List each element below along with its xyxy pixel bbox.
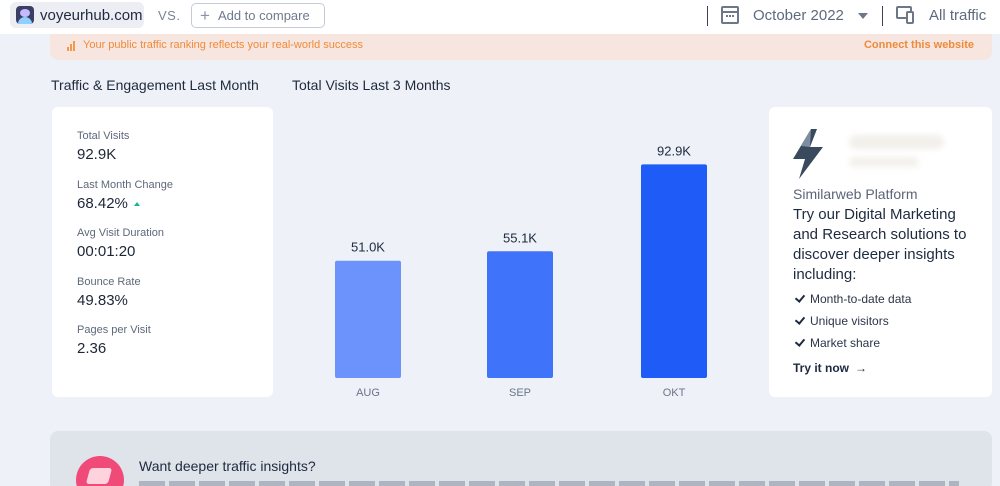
stat-value: 49.83% (77, 292, 128, 309)
blurred-placeholder (849, 135, 944, 149)
vs-label: VS. (158, 8, 181, 23)
stat-value: 68.42% (77, 195, 173, 212)
engagement-card: Total Visits 92.9K Last Month Change 68.… (52, 107, 273, 397)
site-chip[interactable]: voyeurhub.com (10, 2, 144, 28)
promo-feature-list: Month-to-date data Unique visitors Marke… (794, 288, 911, 354)
deeper-insights-subtext (139, 481, 959, 486)
check-icon (794, 335, 806, 347)
stat-label: Bounce Rate (77, 276, 141, 288)
lightning-bolt-icon (793, 129, 823, 179)
stat-value: 92.9K (77, 146, 117, 163)
stat-label: Last Month Change (77, 179, 174, 191)
data-label-sep: 55.1K (503, 230, 537, 245)
list-item: Market share (794, 332, 911, 354)
stat-value: 00:01:20 (77, 243, 136, 260)
devices-icon (896, 6, 916, 24)
total-visits-chart: 51.0K AUG 55.1K SEP 92.9K OKT (335, 143, 707, 399)
bar-okt[interactable] (641, 164, 707, 378)
check-icon (794, 291, 806, 303)
traffic-selector[interactable]: All traffic (929, 7, 987, 24)
x-tick-label-okt: OKT (663, 387, 686, 399)
blurred-placeholder (849, 157, 919, 167)
date-selector[interactable]: October 2022 (753, 7, 844, 24)
data-label-okt: 92.9K (657, 143, 691, 158)
engagement-title: Traffic & Engagement Last Month (51, 77, 259, 93)
deeper-insights-card: Want deeper traffic insights? (50, 431, 992, 486)
divider (882, 6, 883, 26)
x-tick-label-aug: AUG (356, 387, 380, 399)
plus-icon: + (200, 6, 210, 25)
stat-label: Pages per Visit (77, 324, 151, 336)
add-to-compare-button[interactable]: + Add to compare (191, 3, 325, 28)
bar-chart-icon (67, 41, 77, 51)
bar-aug[interactable] (335, 260, 401, 378)
connect-website-link[interactable]: Connect this website (863, 39, 974, 51)
top-bar: voyeurhub.com VS. + Add to compare Octob… (0, 0, 1000, 34)
stat-pages-per-visit: Pages per Visit 2.36 (77, 324, 151, 357)
stat-value: 2.36 (77, 340, 107, 357)
site-name: voyeurhub.com (40, 6, 143, 24)
stat-avg-visit-duration: Avg Visit Duration 00:01:20 (77, 227, 164, 260)
add-to-compare-label: Add to compare (217, 8, 310, 23)
deeper-insights-title: Want deeper traffic insights? (139, 458, 316, 474)
trend-up-icon (133, 201, 140, 206)
stat-total-visits: Total Visits 92.9K (77, 130, 129, 163)
banner-text: Your public traffic ranking reflects you… (83, 39, 364, 51)
chevron-down-icon[interactable] (858, 13, 868, 19)
divider (707, 6, 708, 26)
promo-platform-label: Similarweb Platform (793, 186, 918, 202)
promo-headline: Try our Digital Marketing and Research s… (793, 206, 967, 283)
bar-sep[interactable] (487, 251, 553, 378)
stat-last-month-change: Last Month Change 68.42% (77, 179, 173, 212)
list-item: Month-to-date data (794, 288, 911, 310)
arrow-right-icon: → (855, 361, 868, 375)
calendar-icon (721, 6, 739, 24)
list-item: Unique visitors (794, 310, 911, 332)
stat-label: Avg Visit Duration (77, 227, 165, 239)
stat-bounce-rate: Bounce Rate 49.83% (77, 276, 141, 309)
site-favicon-icon (16, 6, 34, 24)
stat-label: Total Visits (77, 130, 130, 142)
check-icon (794, 313, 806, 325)
visits-title: Total Visits Last 3 Months (292, 77, 451, 93)
ranking-banner: Your public traffic ranking reflects you… (50, 34, 992, 60)
similarweb-promo-card: Similarweb Platform Try our Digital Mark… (769, 107, 992, 397)
data-label-aug: 51.0K (351, 240, 385, 255)
insights-icon (76, 456, 124, 486)
x-tick-label-sep: SEP (509, 387, 531, 399)
try-it-now-link[interactable]: Try it now → (793, 361, 868, 375)
